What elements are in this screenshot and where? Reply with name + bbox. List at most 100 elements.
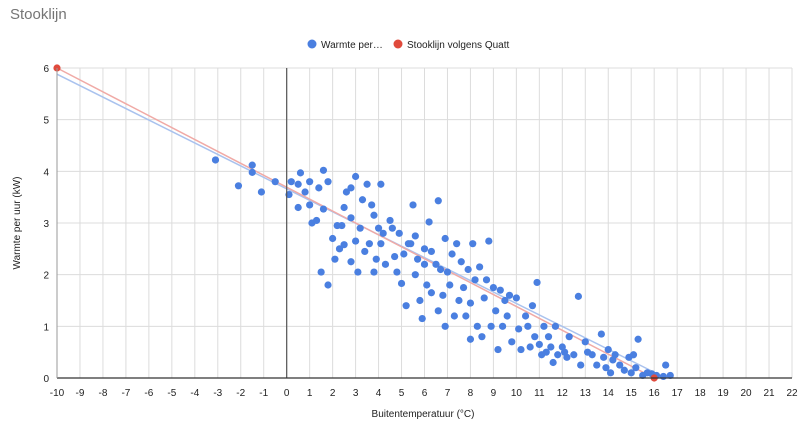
data-point-warmte[interactable] xyxy=(498,322,507,330)
data-point-warmte[interactable] xyxy=(600,353,608,361)
data-point-warmte[interactable] xyxy=(425,218,433,226)
data-point-warmte[interactable] xyxy=(319,205,328,213)
data-point-warmte[interactable] xyxy=(301,188,309,196)
data-point-warmte[interactable] xyxy=(356,224,364,232)
data-point-warmte[interactable] xyxy=(540,322,548,330)
data-point-warmte[interactable] xyxy=(365,240,373,248)
data-point-warmte[interactable] xyxy=(372,255,380,263)
data-point-warmte[interactable] xyxy=(287,178,295,186)
data-point-warmte[interactable] xyxy=(397,279,406,288)
data-point-warmte[interactable] xyxy=(436,265,445,274)
data-point-warmte[interactable] xyxy=(340,241,348,249)
data-point-warmte[interactable] xyxy=(616,361,624,369)
data-point-warmte[interactable] xyxy=(508,338,516,346)
data-point-warmte[interactable] xyxy=(370,268,378,276)
data-point-warmte[interactable] xyxy=(450,312,458,320)
data-point-warmte[interactable] xyxy=(368,201,376,209)
legend-label-stooklijn[interactable]: Stooklijn volgens Quatt xyxy=(407,40,510,51)
data-point-warmte[interactable] xyxy=(593,361,601,369)
data-point-warmte[interactable] xyxy=(379,229,387,237)
data-point-warmte[interactable] xyxy=(381,260,390,268)
data-point-warmte[interactable] xyxy=(535,340,543,349)
data-point-warmte[interactable] xyxy=(407,240,415,248)
data-point-warmte[interactable] xyxy=(441,322,449,330)
data-point-warmte[interactable] xyxy=(420,245,429,253)
data-point-warmte[interactable] xyxy=(482,276,491,284)
data-point-warmte[interactable] xyxy=(659,372,667,381)
data-point-warmte[interactable] xyxy=(521,312,530,320)
data-point-warmte[interactable] xyxy=(459,283,468,292)
data-point-warmte[interactable] xyxy=(531,333,539,341)
data-point-warmte[interactable] xyxy=(306,201,314,209)
data-point-warmte[interactable] xyxy=(627,369,635,377)
data-point-warmte[interactable] xyxy=(338,221,346,230)
data-point-warmte[interactable] xyxy=(377,180,385,188)
data-point-warmte[interactable] xyxy=(395,229,403,237)
data-point-warmte[interactable] xyxy=(581,338,589,346)
data-point-warmte[interactable] xyxy=(666,371,674,380)
data-point-warmte[interactable] xyxy=(411,232,419,240)
data-point-warmte[interactable] xyxy=(248,168,256,176)
data-point-warmte[interactable] xyxy=(494,345,502,354)
data-point-warmte[interactable] xyxy=(492,307,500,315)
data-point-warmte[interactable] xyxy=(400,250,408,258)
data-point-warmte[interactable] xyxy=(466,335,475,343)
data-point-warmte[interactable] xyxy=(294,203,302,212)
data-point-warmte[interactable] xyxy=(469,240,477,248)
data-point-warmte[interactable] xyxy=(377,240,385,248)
data-point-warmte[interactable] xyxy=(335,245,344,253)
data-point-warmte[interactable] xyxy=(414,255,422,263)
data-point-warmte[interactable] xyxy=(340,203,348,212)
data-point-warmte[interactable] xyxy=(526,343,534,351)
data-point-warmte[interactable] xyxy=(363,180,371,188)
data-point-warmte[interactable] xyxy=(512,294,520,302)
data-point-warmte[interactable] xyxy=(611,351,619,359)
data-point-warmte[interactable] xyxy=(505,291,514,299)
data-point-warmte[interactable] xyxy=(528,302,537,310)
data-point-warmte[interactable] xyxy=(351,172,360,181)
data-point-warmte[interactable] xyxy=(434,307,442,315)
data-point-warmte[interactable] xyxy=(354,268,362,276)
legend-label-warmte[interactable]: Warmte per… xyxy=(321,40,383,51)
data-point-warmte[interactable] xyxy=(271,178,279,186)
data-point-warmte[interactable] xyxy=(434,197,442,205)
data-point-warmte[interactable] xyxy=(296,169,305,177)
data-point-warmte[interactable] xyxy=(632,364,640,372)
data-point-warmte[interactable] xyxy=(423,281,431,289)
data-point-warmte[interactable] xyxy=(418,314,426,323)
data-point-warmte[interactable] xyxy=(324,178,332,186)
data-point-warmte[interactable] xyxy=(315,184,323,192)
data-point-warmte[interactable] xyxy=(476,263,484,271)
data-point-warmte[interactable] xyxy=(319,166,328,174)
data-point-warmte[interactable] xyxy=(473,322,481,330)
data-point-warmte[interactable] xyxy=(427,247,435,256)
data-point-warmte[interactable] xyxy=(324,281,332,289)
data-point-warmte[interactable] xyxy=(457,258,465,266)
data-point-warmte[interactable] xyxy=(597,330,605,338)
data-point-warmte[interactable] xyxy=(432,260,440,268)
data-point-warmte[interactable] xyxy=(478,333,486,341)
data-point-warmte[interactable] xyxy=(211,156,220,164)
data-point-warmte[interactable] xyxy=(347,214,355,222)
data-point-warmte[interactable] xyxy=(549,358,557,367)
data-point-warmte[interactable] xyxy=(565,333,573,341)
data-point-warmte[interactable] xyxy=(487,322,495,330)
data-point-warmte[interactable] xyxy=(329,234,337,243)
data-point-warmte[interactable] xyxy=(439,291,447,299)
data-point-warmte[interactable] xyxy=(416,296,424,305)
data-point-warmte[interactable] xyxy=(402,302,410,310)
data-point-warmte[interactable] xyxy=(485,237,493,245)
data-point-warmte[interactable] xyxy=(629,351,638,359)
data-point-warmte[interactable] xyxy=(248,161,256,169)
data-point-warmte[interactable] xyxy=(393,268,401,276)
data-point-warmte[interactable] xyxy=(358,196,367,204)
data-point-warmte[interactable] xyxy=(570,351,578,359)
data-point-warmte[interactable] xyxy=(453,240,461,248)
data-point-warmte[interactable] xyxy=(574,292,582,300)
data-point-warmte[interactable] xyxy=(234,182,243,190)
data-point-warmte[interactable] xyxy=(489,283,498,292)
data-point-warmte[interactable] xyxy=(662,361,670,369)
data-point-warmte[interactable] xyxy=(517,345,525,354)
data-point-warmte[interactable] xyxy=(446,281,454,289)
data-point-warmte[interactable] xyxy=(524,322,532,330)
